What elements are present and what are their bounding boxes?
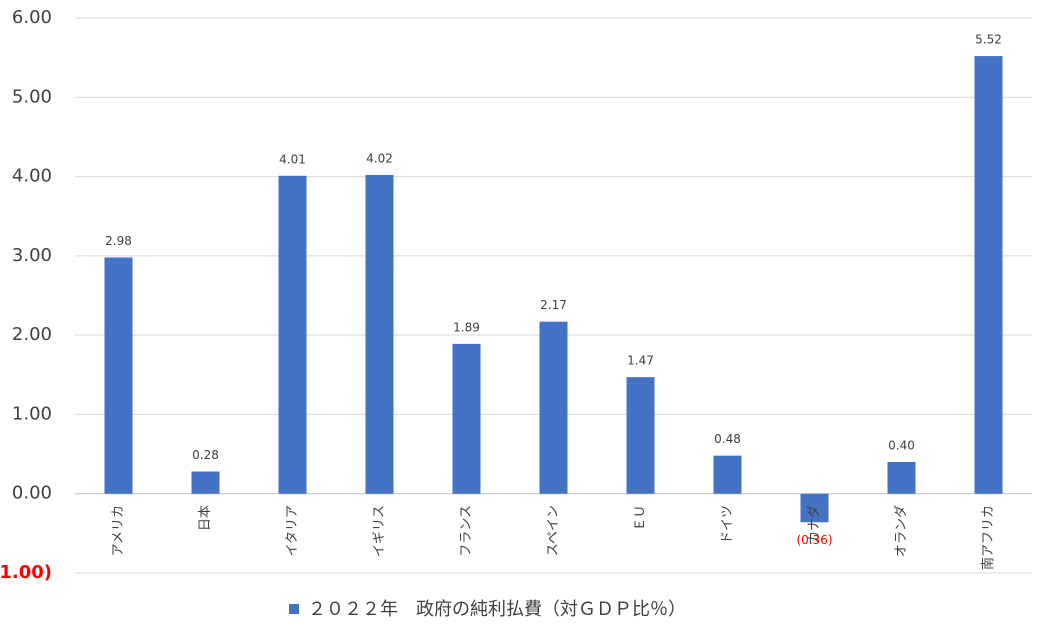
x-tick-label: イギリス	[372, 505, 387, 557]
data-label: 5.52	[975, 33, 1002, 47]
bar	[800, 493, 829, 523]
y-tick-label: 2.00	[12, 324, 52, 345]
bar	[974, 56, 1003, 494]
legend-swatch	[289, 604, 299, 614]
data-label: 4.02	[366, 151, 393, 165]
y-tick-label: (1.00)	[0, 562, 52, 583]
bar	[626, 377, 655, 494]
y-tick-label: 1.00	[12, 403, 52, 424]
bar	[713, 455, 742, 494]
x-tick-label: スペイン	[546, 505, 561, 556]
x-tick-label: ドイツ	[720, 505, 735, 544]
data-label: 0.28	[192, 448, 219, 462]
y-tick-label: 6.00	[12, 7, 52, 28]
x-tick-label: イタリア	[285, 505, 300, 556]
x-tick-label: 南アフリカ	[980, 505, 996, 570]
y-tick-label: 3.00	[12, 245, 52, 266]
data-label: (0.36)	[796, 533, 832, 547]
data-label: 1.47	[627, 354, 654, 368]
y-tick-label: 4.00	[12, 166, 52, 187]
x-tick-label: カナダ	[807, 505, 822, 544]
data-label: 2.98	[105, 234, 132, 248]
data-label: 4.01	[279, 152, 306, 166]
bar	[539, 321, 568, 494]
y-tick-label: 0.00	[12, 483, 52, 504]
bar	[452, 343, 481, 494]
legend-label: ２０２２年 政府の純利払費（対ＧＤＰ比％）	[308, 599, 686, 620]
y-tick-label: 5.00	[12, 86, 52, 107]
data-label: 0.40	[888, 439, 915, 453]
x-tick-label: 日本	[198, 505, 213, 531]
bar	[104, 257, 133, 494]
bar	[887, 462, 916, 494]
bar	[365, 174, 394, 494]
x-tick-label: アメリカ	[111, 505, 126, 556]
x-tick-label: オランダ	[894, 505, 909, 557]
data-label: 2.17	[540, 298, 567, 312]
bar	[191, 471, 220, 494]
x-tick-label: ＥＵ	[633, 505, 648, 531]
data-label: 1.89	[453, 320, 480, 334]
x-tick-label: フランス	[459, 505, 474, 557]
bar	[278, 175, 307, 494]
data-label: 0.48	[714, 432, 741, 446]
